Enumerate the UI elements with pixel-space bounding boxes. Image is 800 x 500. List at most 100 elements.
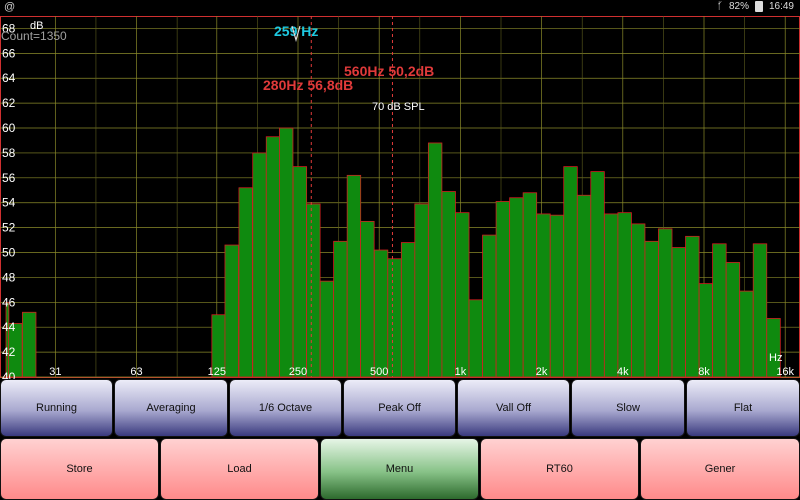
flat-label: Flat [733, 402, 753, 414]
bar [265, 136, 281, 378]
bar [617, 212, 632, 378]
menu-label: Menu [385, 463, 414, 475]
spectrum-chart[interactable]: 40 42 44 46 48 50 52 54 56 58 60 62 64 66 68 31 63 125 25… [0, 16, 800, 379]
bar [238, 187, 253, 378]
octave-label: 1/6 Octave [258, 402, 313, 414]
x-tick-label: 16k [776, 366, 794, 378]
bar [536, 213, 551, 378]
y-tick-label: 58 [2, 146, 16, 160]
x-tick-label: 1k [455, 366, 467, 378]
at-sign-icon: @ [4, 1, 16, 13]
bar [603, 213, 619, 378]
running-label: Running [36, 402, 77, 414]
y-tick-label: 56 [2, 171, 16, 185]
x-tick-label: 31 [49, 366, 61, 378]
running-button[interactable]: Running [0, 379, 113, 437]
x-tick-label: 2k [536, 366, 548, 378]
bar [563, 166, 578, 378]
y-tick-labels: 40 42 44 46 48 50 52 54 56 58 60 62 64 66 68 [2, 21, 16, 379]
bar [319, 280, 335, 378]
bar [658, 228, 673, 378]
bar [414, 203, 429, 378]
y-tick-label: 52 [2, 221, 16, 235]
bar [685, 235, 700, 378]
bar [590, 171, 605, 378]
rt60-label: RT60 [546, 463, 573, 475]
marker-label-560hz: 560Hz 50,2dB [344, 63, 434, 79]
y-tick-label: 44 [2, 320, 16, 334]
peak-button[interactable]: Peak Off [343, 379, 456, 437]
y-tick-label: 50 [2, 246, 16, 260]
gener-button[interactable]: Gener [640, 438, 800, 500]
bar [333, 240, 348, 378]
x-tick-label: 250 [289, 366, 307, 378]
y-tick-label: 64 [2, 71, 16, 85]
averaging-label: Averaging [146, 402, 196, 414]
bar [427, 142, 443, 378]
x-tick-labels: 31 63 125 250 500 1k 2k 4k 8k 16k [49, 366, 794, 378]
bar [400, 242, 416, 378]
y-tick-label: 54 [2, 196, 16, 210]
bar [360, 220, 375, 378]
x-tick-label: 4k [617, 366, 629, 378]
bar [468, 299, 483, 378]
bar [698, 283, 714, 378]
menu-button[interactable]: Menu [320, 438, 479, 500]
store-label: Store [66, 463, 93, 475]
bar [455, 212, 470, 378]
frequency-readout: 259 Hz [274, 23, 318, 39]
count-text: Count=1350 [1, 29, 67, 43]
rt60-button[interactable]: RT60 [480, 438, 639, 500]
bar [671, 247, 686, 378]
battery-level: 82% [728, 1, 749, 12]
marker-lines [310, 16, 393, 377]
bar [509, 197, 524, 378]
bluetooth-icon: ᚶ [716, 1, 723, 12]
load-button[interactable]: Load [160, 438, 319, 500]
bar [292, 166, 308, 378]
bar [712, 243, 727, 378]
vall-label: Vall Off [495, 402, 532, 414]
x-tick-label: 8k [698, 366, 710, 378]
peak-label: Peak Off [378, 402, 421, 414]
bar [224, 244, 239, 378]
flat-button[interactable]: Flat [686, 379, 800, 437]
db-unit-label: dB [30, 20, 43, 32]
bar [482, 234, 497, 378]
bar [739, 290, 754, 378]
x-tick-label: 500 [370, 366, 388, 378]
slow-button[interactable]: Slow [571, 379, 685, 437]
status-bar: @ ᚶ 82% 16:49 [0, 0, 800, 16]
bar [346, 174, 362, 378]
cursor-chevron-icon [291, 25, 301, 43]
bar [644, 240, 659, 378]
bar [725, 262, 741, 378]
y-tick-label: 60 [2, 121, 16, 135]
battery-icon [754, 1, 763, 12]
bar [495, 201, 511, 378]
store-button[interactable]: Store [0, 438, 159, 500]
bar [631, 223, 646, 378]
y-tick-label: 62 [2, 96, 16, 110]
bar [279, 127, 294, 378]
bar [22, 311, 37, 378]
bar [387, 258, 402, 378]
averaging-button[interactable]: Averaging [114, 379, 228, 437]
bar [752, 243, 768, 378]
bar [373, 249, 389, 378]
bar [576, 194, 592, 378]
vall-button[interactable]: Vall Off [457, 379, 570, 437]
y-tick-label: 46 [2, 295, 16, 309]
bar [549, 214, 565, 378]
bar [252, 152, 267, 378]
octave-button[interactable]: 1/6 Octave [229, 379, 342, 437]
spl-reference: 70 dB SPL [372, 101, 425, 113]
toolbar-settings: Running Averaging 1/6 Octave Peak Off Va… [0, 379, 800, 437]
slow-label: Slow [616, 402, 640, 414]
y-tick-label: 40 [2, 370, 16, 379]
bars [5, 127, 781, 378]
marker-label-280hz: 280Hz 56,8dB [263, 77, 353, 93]
gener-label: Gener [704, 463, 736, 475]
y-tick-label: 48 [2, 270, 16, 284]
hz-unit-label: Hz [769, 352, 782, 364]
